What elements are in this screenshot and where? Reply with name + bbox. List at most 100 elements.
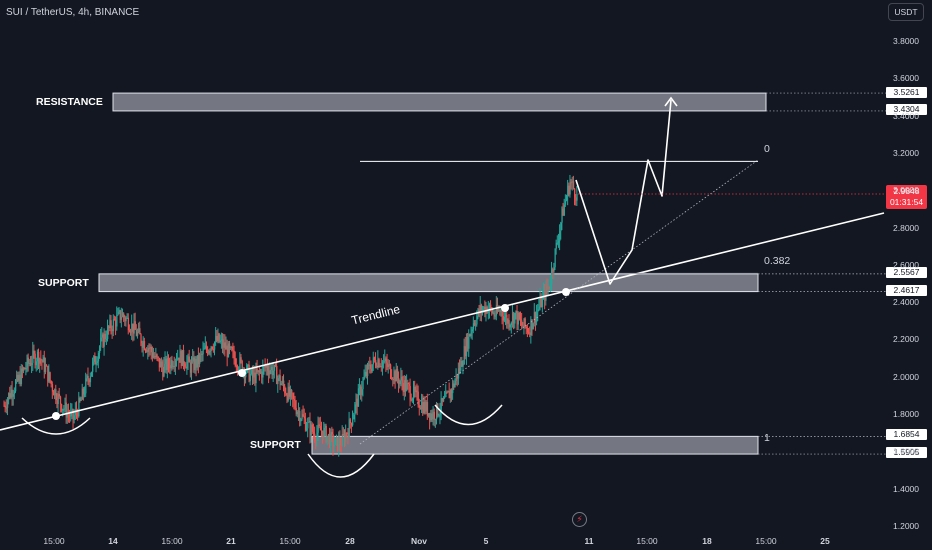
candle-body [31,362,33,366]
candle-body [345,432,347,443]
candle-body [402,383,404,393]
candle-body [399,380,401,385]
candle-body [62,408,64,411]
candle-body [535,312,537,322]
candle-body [313,431,315,434]
candle-body [331,431,333,435]
candle-body [324,425,326,428]
candle-body [505,314,507,317]
candle-body [181,350,184,366]
candle-body [424,401,426,412]
candle-body [79,398,81,401]
candle-body [391,377,393,380]
candle-body [81,388,84,400]
candle-body [184,363,186,367]
fib-diagonal-dotted [359,159,759,445]
candle-body [107,326,109,339]
candle-body [263,365,265,367]
candle-body [261,371,263,378]
candle-body [3,405,5,407]
candle-body [245,372,247,378]
candle-body [293,399,295,401]
zone-box [311,435,759,455]
candle-body [59,396,62,405]
candle-body [178,357,180,363]
candle-body [26,357,28,369]
candle-body [316,432,318,442]
candle-body [153,355,155,358]
currency-button[interactable]: USDT [888,3,924,21]
candle-body [449,390,452,399]
candle-body [194,359,196,371]
y-tick-label: 1.4000 [893,483,919,494]
candle-body [300,419,302,422]
candle-body [119,310,121,320]
price-tag-low-bottom: 1.5905 [886,447,927,458]
candle-body [53,391,55,396]
candle-body [426,401,429,416]
candle-body [539,297,541,307]
candle-body [16,374,18,382]
candle-body [508,320,510,328]
candle-body [148,348,150,350]
candle-body [382,361,384,367]
candle-body [23,367,25,371]
candle-body [10,389,12,398]
candle-body [513,313,515,324]
fib-1-label: 1 [764,432,770,444]
bottom-arc [434,404,503,426]
candle-body [455,374,457,381]
fib-0-label: 0 [764,143,770,155]
candle-body [247,364,249,366]
bolt-icon[interactable]: ⚡ [572,512,587,527]
candle-body [87,375,89,380]
candle-body [238,369,240,371]
candle-body [99,347,101,353]
candle-body [223,342,225,348]
chart-drawings [0,96,886,478]
candle-body [294,400,296,409]
candle-body [232,350,234,352]
candle-body [536,312,538,322]
candle-body [520,319,522,321]
candle-body [49,372,51,381]
candle-body [218,333,220,342]
candle-body [423,401,425,414]
candle-body [13,391,16,395]
candle-body [111,329,113,332]
candle-body [280,383,283,385]
candle-body [321,430,323,432]
candle-body [72,409,74,420]
candle-body [248,364,250,382]
candle-body [307,422,309,429]
candle-body [196,355,199,368]
candle-body [369,364,371,369]
candle-body [308,421,310,423]
candle-body [503,316,506,321]
candle-body [154,355,156,358]
trendline-touch-point [562,288,570,296]
candle-body [394,371,396,382]
candle-body [354,404,356,415]
y-tick-label: 2.8000 [893,222,919,233]
x-tick-label: 14 [108,536,118,546]
x-tick-label: 15:00 [279,536,301,546]
candle-body [554,248,556,268]
candle-body [43,357,46,372]
candle-body [287,386,289,401]
candle-body [355,398,357,405]
candle-body [393,371,395,380]
candle-body [225,345,227,350]
candle-body [180,350,182,366]
candle-body [405,380,407,391]
trendline [0,212,885,431]
candle-body [530,319,532,335]
current-price-countdown: 01:31:54 [889,197,924,207]
candle-body [258,370,261,373]
candle-body [92,361,94,372]
candle-body [239,357,241,370]
candle-body [453,383,455,388]
candle-body [444,397,446,399]
candle-body [161,361,163,367]
